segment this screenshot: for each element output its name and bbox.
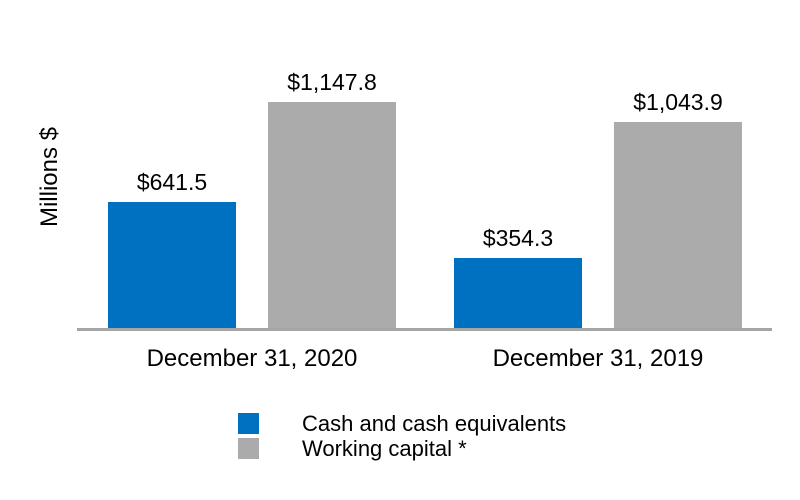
x-axis-line: [77, 328, 772, 331]
value-label-working-capital-december-31-2019: $1,043.9: [633, 89, 723, 115]
x-axis-category-label-december-31-2020: December 31, 2020: [146, 345, 358, 372]
legend: Cash and cash equivalents Working capital…: [238, 411, 566, 461]
y-axis-title: Millions $: [36, 126, 63, 228]
value-label-working-capital-december-31-2020: $1,147.8: [287, 69, 377, 95]
bar-working-capital-december-31-2020: [268, 102, 396, 328]
value-label-cash-and-cash-equivalents-december-31-2019: $354.3: [482, 225, 554, 251]
value-label-cash-and-cash-equivalents-december-31-2020: $641.5: [136, 169, 208, 195]
x-axis-category-label-december-31-2019: December 31, 2019: [492, 345, 704, 372]
bar-working-capital-december-31-2019: [614, 122, 742, 328]
bar-cash-and-cash-equivalents-december-31-2019: [454, 258, 582, 328]
bar-cash-and-cash-equivalents-december-31-2020: [108, 202, 236, 328]
legend-label-cash-and-cash-equivalents: Cash and cash equivalents: [302, 411, 567, 436]
legend-label-working-capital: Working capital *: [302, 436, 467, 461]
legend-swatch-working-capital: [238, 438, 259, 459]
legend-swatch-cash-and-cash-equivalents: [238, 413, 259, 434]
legend-item-working-capital: Working capital *: [238, 436, 566, 461]
legend-item-cash-and-cash-equivalents: Cash and cash equivalents: [238, 411, 566, 436]
